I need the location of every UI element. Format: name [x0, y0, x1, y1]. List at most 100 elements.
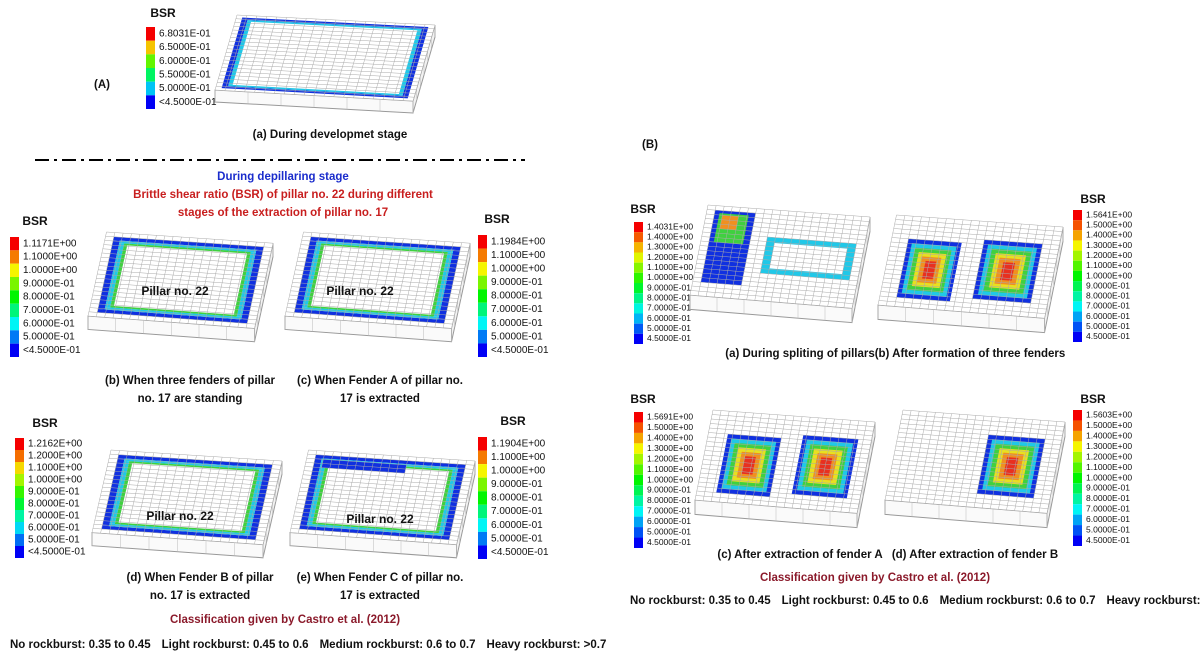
legend-swatch: [1073, 536, 1082, 546]
legend-label: 1.2000E+00: [1086, 451, 1132, 461]
legend-label: 4.5000E-01: [647, 333, 691, 343]
legend-swatch: [634, 506, 643, 516]
legend-label: 1.1000E+00: [28, 463, 83, 474]
legend-label: 7.0000E-01: [23, 305, 75, 316]
legend-swatch: [1073, 431, 1082, 441]
classification-item: Heavy rockburst: >0.7: [1107, 595, 1202, 607]
legend-label: 5.0000E-01: [1086, 321, 1130, 331]
legend-swatch: [634, 283, 643, 293]
legend-swatch: [634, 242, 643, 252]
legend-label: 1.3000E+00: [1086, 240, 1132, 250]
caption: (d) After extraction of fender B: [892, 549, 1058, 561]
legend-swatch: [1073, 312, 1082, 322]
legend-label: 4.5000E-01: [1086, 331, 1130, 341]
legend-swatch: [10, 304, 19, 317]
subtitle: Brittle shear ratio (BSR) of pillar no. …: [133, 189, 433, 201]
legend-label: 1.0000E+00: [28, 475, 83, 486]
legend-swatch: [634, 232, 643, 242]
legend-label: 5.0000E-01: [647, 323, 691, 333]
legend-title: BSR: [150, 6, 176, 20]
legend-swatch: [146, 27, 155, 41]
legend-swatch: [1073, 515, 1082, 525]
legend-swatch: [10, 277, 19, 290]
legend-swatch: [634, 253, 643, 263]
legend-swatch: [1073, 230, 1082, 240]
legend-swatch: [634, 527, 643, 537]
legend-label: 1.2000E+00: [647, 252, 693, 262]
legend-label: 1.1000E+00: [1086, 260, 1132, 270]
part-label: (B): [642, 139, 658, 151]
legend-label: 1.1000E+00: [23, 252, 78, 263]
legend-swatch: [10, 317, 19, 330]
legend-swatch: [15, 474, 24, 486]
legend-label: 1.5603E+00: [1086, 409, 1132, 419]
legend-swatch: [478, 330, 487, 344]
legend-label: 1.1000E+00: [647, 262, 693, 272]
legend-label: 1.4000E+00: [647, 432, 693, 442]
legend-label: 9.0000E-01: [23, 278, 75, 289]
classification-source: Classification given by Castro et al. (2…: [760, 572, 990, 584]
legend-label: 4.5000E-01: [647, 537, 691, 547]
legend-swatch: [634, 464, 643, 474]
model: [290, 450, 475, 558]
model: [885, 410, 1065, 528]
legend-swatch: [478, 464, 487, 478]
legend-label: 8.0000E-01: [23, 292, 75, 303]
legend-label: 9.0000E-01: [28, 487, 80, 498]
caption: no. 17 is extracted: [150, 590, 250, 602]
legend-label: 9.0000E-01: [647, 485, 691, 495]
caption: no. 17 are standing: [138, 393, 243, 405]
legend-swatch: [10, 344, 19, 357]
legend-label: 1.0000E+00: [1086, 270, 1132, 280]
legend-swatch: [634, 412, 643, 422]
legend-title: BSR: [500, 414, 526, 428]
legend-swatch: [146, 95, 155, 109]
legend-label: <4.5000E-01: [491, 547, 549, 558]
legend-swatch: [15, 522, 24, 534]
classification-item: Light rockburst: 0.45 to 0.6: [782, 595, 929, 607]
pillar-label: Pillar no. 22: [141, 284, 209, 298]
legend-title: BSR: [630, 392, 656, 406]
classification-source: Classification given by Castro et al. (2…: [170, 614, 400, 626]
caption: (c) After extraction of fender A: [717, 549, 882, 561]
legend-label: 6.0000E-01: [491, 520, 543, 531]
model: [690, 205, 870, 323]
legend-swatch: [1073, 322, 1082, 332]
legend-swatch: [478, 316, 487, 330]
classification-item: No rockburst: 0.35 to 0.45: [10, 639, 151, 651]
legend-swatch: [1073, 494, 1082, 504]
legend-title: BSR: [22, 214, 48, 228]
legend-swatch: [1073, 410, 1082, 420]
figure: (A)BSR6.8031E-016.5000E-016.0000E-015.50…: [0, 0, 1202, 657]
legend-swatch: [634, 538, 643, 548]
legend-label: 6.0000E-01: [1086, 311, 1130, 321]
legend-label: 1.1000E+00: [1086, 462, 1132, 472]
legend-swatch: [1073, 240, 1082, 250]
legend-label: 1.4000E+00: [647, 232, 693, 242]
legend-label: 7.0000E-01: [491, 506, 543, 517]
legend-label: <4.5000E-01: [28, 547, 86, 558]
legend-swatch: [15, 510, 24, 522]
legend-label: 5.0000E-01: [159, 83, 211, 94]
legend-label: 5.0000E-01: [1086, 525, 1130, 535]
legend-label: 1.0000E+00: [491, 466, 546, 477]
legend-label: 6.0000E-01: [491, 318, 543, 329]
legend-swatch: [478, 478, 487, 492]
legend-swatch: [634, 324, 643, 334]
legend-swatch: [478, 545, 487, 559]
legend-swatch: [478, 491, 487, 505]
legend-swatch: [1073, 420, 1082, 430]
legend-label: 1.3000E+00: [647, 242, 693, 252]
legend-swatch: [10, 330, 19, 343]
legend-swatch: [478, 289, 487, 303]
legend-label: 6.5000E-01: [159, 42, 211, 53]
caption: (d) When Fender B of pillar: [127, 572, 274, 584]
legend-swatch: [15, 450, 24, 462]
legend-swatch: [478, 532, 487, 546]
legend-label: 6.8031E-01: [159, 28, 211, 39]
legend-swatch: [634, 314, 643, 324]
legend-label: 6.0000E-01: [23, 318, 75, 329]
legend-swatch: [10, 264, 19, 277]
legend-label: 1.1000E+00: [491, 250, 546, 261]
legend-label: 1.0000E+00: [1086, 472, 1132, 482]
